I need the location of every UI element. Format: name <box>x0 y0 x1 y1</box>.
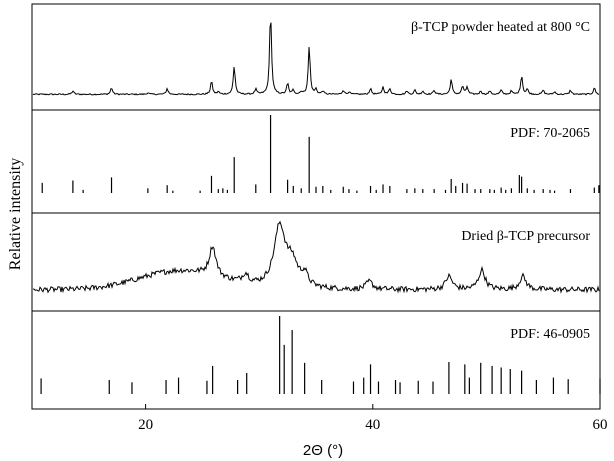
diffraction-pattern-line <box>32 220 600 294</box>
x-tick-label: 60 <box>593 417 608 433</box>
panel-2: PDF: 70-2065 <box>31 109 601 214</box>
diffraction-pattern-line <box>32 22 600 96</box>
x-tick-label: 20 <box>138 417 153 433</box>
y-axis-label: Relative intensity <box>7 158 24 270</box>
panel-label: PDF: 70-2065 <box>510 126 590 141</box>
panel-label: PDF: 46-0905 <box>510 327 590 342</box>
panel-frame <box>31 310 601 410</box>
panel-label: Dried β-TCP precursor <box>461 229 590 244</box>
panel-frame <box>31 212 601 312</box>
panel-4: PDF: 46-0905 <box>31 310 601 410</box>
x-axis: 20 40 60 <box>138 417 607 433</box>
panels: β-TCP powder heated at 800 °C PDF: 70-206… <box>31 3 601 410</box>
x-tick-label: 40 <box>365 417 380 433</box>
panel-3: Dried β-TCP precursor <box>31 212 601 312</box>
panel-label: β-TCP powder heated at 800 °C <box>411 20 590 35</box>
panel-1: β-TCP powder heated at 800 °C <box>31 3 601 111</box>
x-axis-label: 2Θ (°) <box>303 442 343 459</box>
